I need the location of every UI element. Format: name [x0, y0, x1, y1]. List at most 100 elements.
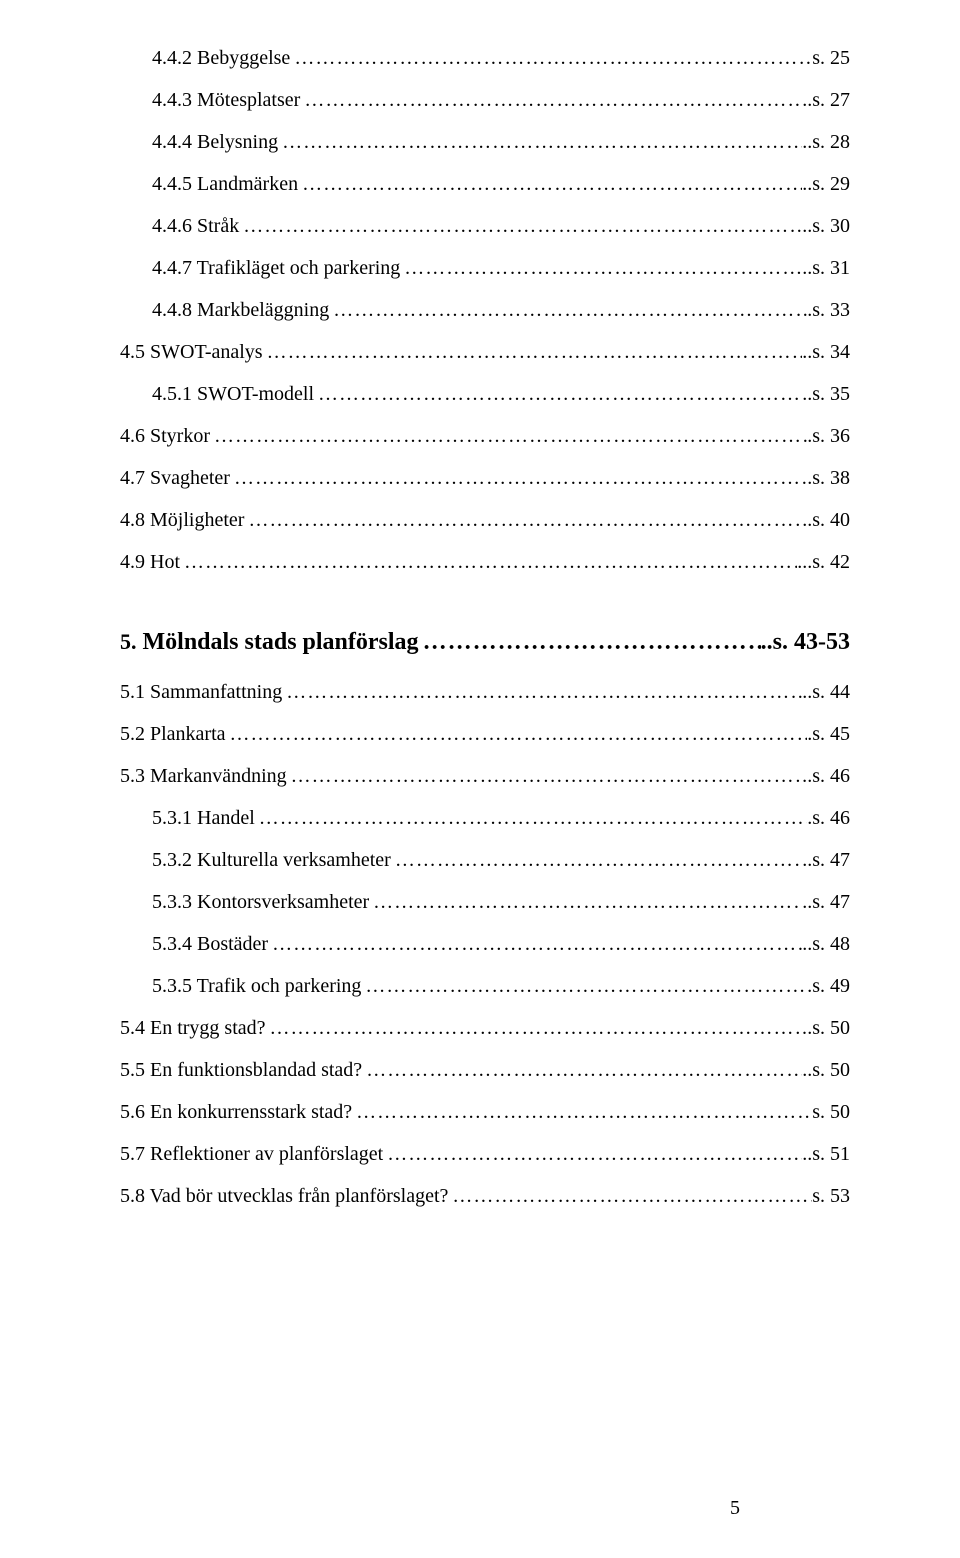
toc-entry-leader: ……………………………………………………………………………………………………………: [210, 426, 807, 446]
toc-entry-label: 4.4.3 Mötesplatser: [152, 90, 300, 110]
toc-entry: 4.5.1 SWOT-modell………………………………………………………………: [120, 384, 850, 404]
toc-entry-label: 5.3.1 Handel: [152, 808, 255, 828]
toc-entry-page: s. 50: [812, 1102, 850, 1122]
toc-entry: 5.7 Reflektioner av planförslaget……………………: [120, 1144, 850, 1164]
toc-entry-leader: ……………………………………………………………………………………………………………: [278, 132, 802, 152]
toc-entry: 5.5 En funktionsblandad stad?………………………………: [120, 1060, 850, 1080]
toc-entry-leader: ……………………………………………………………………………………………………………: [391, 850, 802, 870]
toc-entry-page: ..s. 47: [802, 892, 850, 912]
toc-entry-page: ..s. 44: [802, 682, 850, 702]
toc-entry: 5.3.5 Trafik och parkering………………………………………: [120, 976, 850, 996]
toc-entry: 4.4.6 Stråk………………………………………………………………………………: [120, 216, 850, 236]
toc-entry: 4.4.7 Trafikläget och parkering…………………………: [120, 258, 850, 278]
toc-entry-page: .s. 50: [807, 1018, 850, 1038]
toc-entry-label: 4.4.6 Stråk: [152, 216, 239, 236]
toc-entry-label: 4.5.1 SWOT-modell: [152, 384, 314, 404]
toc-entry-page: ...s. 42: [797, 552, 850, 572]
toc-entry-label: 4.6 Styrkor: [120, 426, 210, 446]
toc-entry: 4.4.2 Bebyggelse…………………………………………………………………: [120, 48, 850, 68]
page-number: 5: [730, 1498, 740, 1518]
toc-entry-label: 4.4.5 Landmärken: [152, 174, 298, 194]
toc-entry: 4.7 Svagheter…………………………………………………………………………: [120, 468, 850, 488]
toc-entry: 5.4 En trygg stad?……………………………………………………………: [120, 1018, 850, 1038]
toc-entry-page: .s. 46: [807, 766, 850, 786]
toc-entry-label: 4.4.7 Trafikläget och parkering: [152, 258, 400, 278]
toc-entry-label: 5.1 Sammanfattning: [120, 682, 282, 702]
toc-entry-leader: ……………………………………………………………………………………………………………: [400, 258, 802, 278]
toc-entry-leader: ……………………………………………………………………………………………………………: [300, 90, 802, 110]
toc-entry: 5.8 Vad bör utvecklas från planförslaget…: [120, 1186, 850, 1206]
toc-entry-leader: ……………………………………………………………………………………………………………: [352, 1102, 812, 1122]
toc-entry-leader: ……………………………………………………………………………………………………………: [329, 300, 807, 320]
toc-entry-label: 4.4.8 Markbeläggning: [152, 300, 329, 320]
toc-entry-leader: ……………………………………………………………………………………………………………: [448, 1186, 812, 1206]
toc-entry-label: 5.7 Reflektioner av planförslaget: [120, 1144, 383, 1164]
toc-entry-page: .s. 33: [807, 300, 850, 320]
toc-entry-label: 5.3.3 Kontorsverksamheter: [152, 892, 369, 912]
toc-entry-page: ..s. 35: [802, 384, 850, 404]
toc-entry-page: ..s. 28: [802, 132, 850, 152]
toc-entry-leader: ……………………………………………………………………………………………………………: [244, 510, 802, 530]
toc-entry: 5.3.2 Kulturella verksamheter………………………………: [120, 850, 850, 870]
toc-entry-leader: ……………………………………………………………………………………………………………: [255, 808, 807, 828]
toc-entry-leader: ……………………………………………………………………………………………………………: [266, 1018, 808, 1038]
toc-entry-leader: ……………………………………………………………………………………………………………: [239, 216, 802, 236]
toc-entry-page: ..s. 34: [802, 342, 850, 362]
toc-entry-leader: ……………………………………………………………………………………………………………: [282, 682, 802, 702]
toc-entry: 4.5 SWOT-analys……………………………………………………………………: [120, 342, 850, 362]
toc-entry: 5.6 En konkurrensstark stad?…………………………………: [120, 1102, 850, 1122]
toc-entry: 5.3.3 Kontorsverksamheter…………………………………………: [120, 892, 850, 912]
toc-entry-page: s. 53: [812, 1186, 850, 1206]
toc-entry-leader: ……………………………………………………………………………………………………………: [180, 552, 797, 572]
toc-entry-page: s. 25: [812, 48, 850, 68]
toc-entry-page: .s. 36: [807, 426, 850, 446]
toc-entry-leader: ……………………………………………………………………………………………………………: [298, 174, 802, 194]
toc-entry-label: 5.5 En funktionsblandad stad?: [120, 1060, 362, 1080]
toc-entry-label: 4.8 Möjligheter: [120, 510, 244, 530]
toc-entry: 5.3.1 Handel……………………………………………………………………………: [120, 808, 850, 828]
toc-entry-label: 4.7 Svagheter: [120, 468, 230, 488]
section-page-range: ..s. 43-53: [761, 630, 850, 654]
toc-entry-leader: ……………………………………………………………………………………………………………: [362, 1060, 802, 1080]
toc-entry-leader: ……………………………………………………………………………………………………………: [369, 892, 802, 912]
toc-entry-leader: ……………………………………………………………………………………………………………: [263, 342, 803, 362]
toc-entry-page: .s. 45: [807, 724, 850, 744]
toc-entry-label: 4.5 SWOT-analys: [120, 342, 263, 362]
toc-entry-leader: ……………………………………………………………………………………………………………: [268, 934, 802, 954]
toc-entry-label: 5.3.4 Bostäder: [152, 934, 268, 954]
toc-entry-page: ..s. 47: [802, 850, 850, 870]
toc-entry-label: 5.4 En trygg stad?: [120, 1018, 266, 1038]
toc-entry-page: ..s. 30: [802, 216, 850, 236]
section-leader: ……………………………………………………………………………………………………………: [419, 630, 761, 654]
toc-entry-page: ..s. 48: [802, 934, 850, 954]
toc-entry: 4.6 Styrkor………………………………………………………………………………: [120, 426, 850, 446]
toc-entry: 4.4.5 Landmärken…………………………………………………………………: [120, 174, 850, 194]
toc-entry-page: s. 49: [812, 976, 850, 996]
toc-entry: 4.8 Möjligheter……………………………………………………………………: [120, 510, 850, 530]
toc-entry-page: ..s. 51: [802, 1144, 850, 1164]
toc-entry-label: 5.3.5 Trafik och parkering: [152, 976, 361, 996]
toc-entry: 4.4.8 Markbeläggning………………………………………………………: [120, 300, 850, 320]
toc-entry-label: 4.4.2 Bebyggelse: [152, 48, 290, 68]
toc-entry-label: 5.6 En konkurrensstark stad?: [120, 1102, 352, 1122]
toc-entry: 4.4.3 Mötesplatser……………………………………………………………: [120, 90, 850, 110]
toc-entry: 5.3.4 Bostäder………………………………………………………………………: [120, 934, 850, 954]
toc-entry-label: 5.3.2 Kulturella verksamheter: [152, 850, 391, 870]
toc-entry-leader: ……………………………………………………………………………………………………………: [287, 766, 808, 786]
toc-entry: 5.3 Markanvändning……………………………………………………………: [120, 766, 850, 786]
toc-entry-label: 4.4.4 Belysning: [152, 132, 278, 152]
toc-entry-leader: ……………………………………………………………………………………………………………: [383, 1144, 802, 1164]
section-number: 5.: [120, 631, 137, 653]
toc-entry-page: .s. 46: [807, 808, 850, 828]
toc-entry-label: 5.3 Markanvändning: [120, 766, 287, 786]
toc-entry-leader: ……………………………………………………………………………………………………………: [226, 724, 808, 744]
toc-entry-leader: ……………………………………………………………………………………………………………: [230, 468, 807, 488]
toc-entry: 4.4.4 Belysning……………………………………………………………………: [120, 132, 850, 152]
toc-entry-page: ..s. 40: [802, 510, 850, 530]
toc-entry-page: .s. 38: [807, 468, 850, 488]
toc-entry: 5.1 Sammanfattning……………………………………………………………: [120, 682, 850, 702]
toc-entry-page: ..s. 29: [802, 174, 850, 194]
toc-entry-leader: ……………………………………………………………………………………………………………: [314, 384, 802, 404]
toc-block-2: 5.1 Sammanfattning……………………………………………………………: [120, 682, 850, 1206]
toc-entry-label: 5.8 Vad bör utvecklas från planförslaget…: [120, 1186, 448, 1206]
